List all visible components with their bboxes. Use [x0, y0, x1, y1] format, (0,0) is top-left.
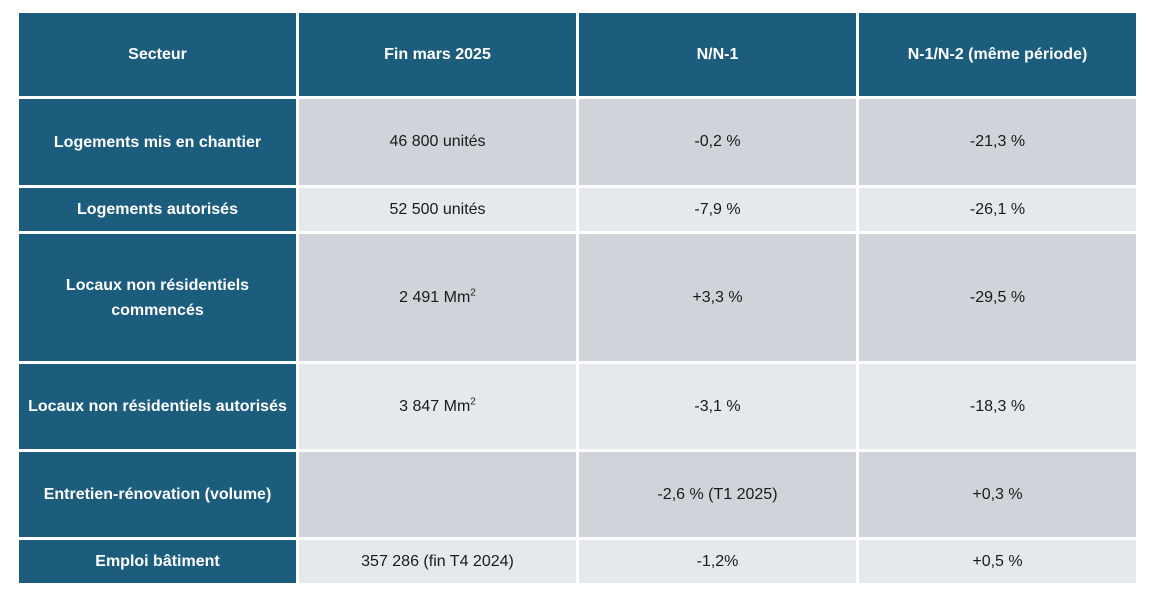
table-row: Logements autorisés 52 500 unités -7,9 %… [19, 188, 1136, 231]
cell-n2: -26,1 % [859, 188, 1136, 231]
cell-n1: -7,9 % [579, 188, 856, 231]
cell-fin: 357 286 (fin T4 2024) [299, 540, 576, 583]
row-label: Locaux non résidentiels commencés [19, 234, 296, 361]
table-row: Locaux non résidentiels autorisés 3 847 … [19, 364, 1136, 449]
cell-n1: -3,1 % [579, 364, 856, 449]
cell-n1: -2,6 % (T1 2025) [579, 452, 856, 537]
row-label: Logements mis en chantier [19, 99, 296, 185]
cell-n1: -0,2 % [579, 99, 856, 185]
row-label: Logements autorisés [19, 188, 296, 231]
row-label: Locaux non résidentiels autorisés [19, 364, 296, 449]
table-row: Locaux non résidentiels commencés 2 491 … [19, 234, 1136, 361]
row-label-text: Locaux non résidentiels autorisés [28, 398, 287, 415]
cell-fin: 2 491 Mm2 [299, 234, 576, 361]
row-label-text: Locaux non résidentiels commencés [65, 276, 250, 319]
data-table-container: Secteur Fin mars 2025 N/N-1 N-1/N-2 (mêm… [19, 13, 1136, 586]
cell-fin: 3 847 Mm2 [299, 364, 576, 449]
column-header-secteur: Secteur [19, 13, 296, 96]
cell-fin-value: 3 847 Mm [399, 397, 471, 415]
construction-indicators-table: Secteur Fin mars 2025 N/N-1 N-1/N-2 (mêm… [16, 10, 1139, 586]
cell-fin: 52 500 unités [299, 188, 576, 231]
cell-fin-value: 2 491 Mm [399, 288, 471, 306]
column-header-fin-mars: Fin mars 2025 [299, 13, 576, 96]
header-row: Secteur Fin mars 2025 N/N-1 N-1/N-2 (mêm… [19, 13, 1136, 96]
cell-n2: +0,5 % [859, 540, 1136, 583]
column-header-n1-n2: N-1/N-2 (même période) [859, 13, 1136, 96]
cell-n1: -1,2% [579, 540, 856, 583]
cell-n1: +3,3 % [579, 234, 856, 361]
cell-n2: -18,3 % [859, 364, 1136, 449]
cell-fin [299, 452, 576, 537]
row-label: Emploi bâtiment [19, 540, 296, 583]
row-label: Entretien-rénovation (volume) [19, 452, 296, 537]
column-header-n-n1: N/N-1 [579, 13, 856, 96]
unit-exponent: 2 [470, 287, 476, 299]
table-row: Entretien-rénovation (volume) -2,6 % (T1… [19, 452, 1136, 537]
table-row: Logements mis en chantier 46 800 unités … [19, 99, 1136, 185]
table-row: Emploi bâtiment 357 286 (fin T4 2024) -1… [19, 540, 1136, 583]
unit-exponent: 2 [470, 396, 476, 408]
cell-n2: +0,3 % [859, 452, 1136, 537]
cell-n2: -21,3 % [859, 99, 1136, 185]
cell-fin: 46 800 unités [299, 99, 576, 185]
cell-n2: -29,5 % [859, 234, 1136, 361]
